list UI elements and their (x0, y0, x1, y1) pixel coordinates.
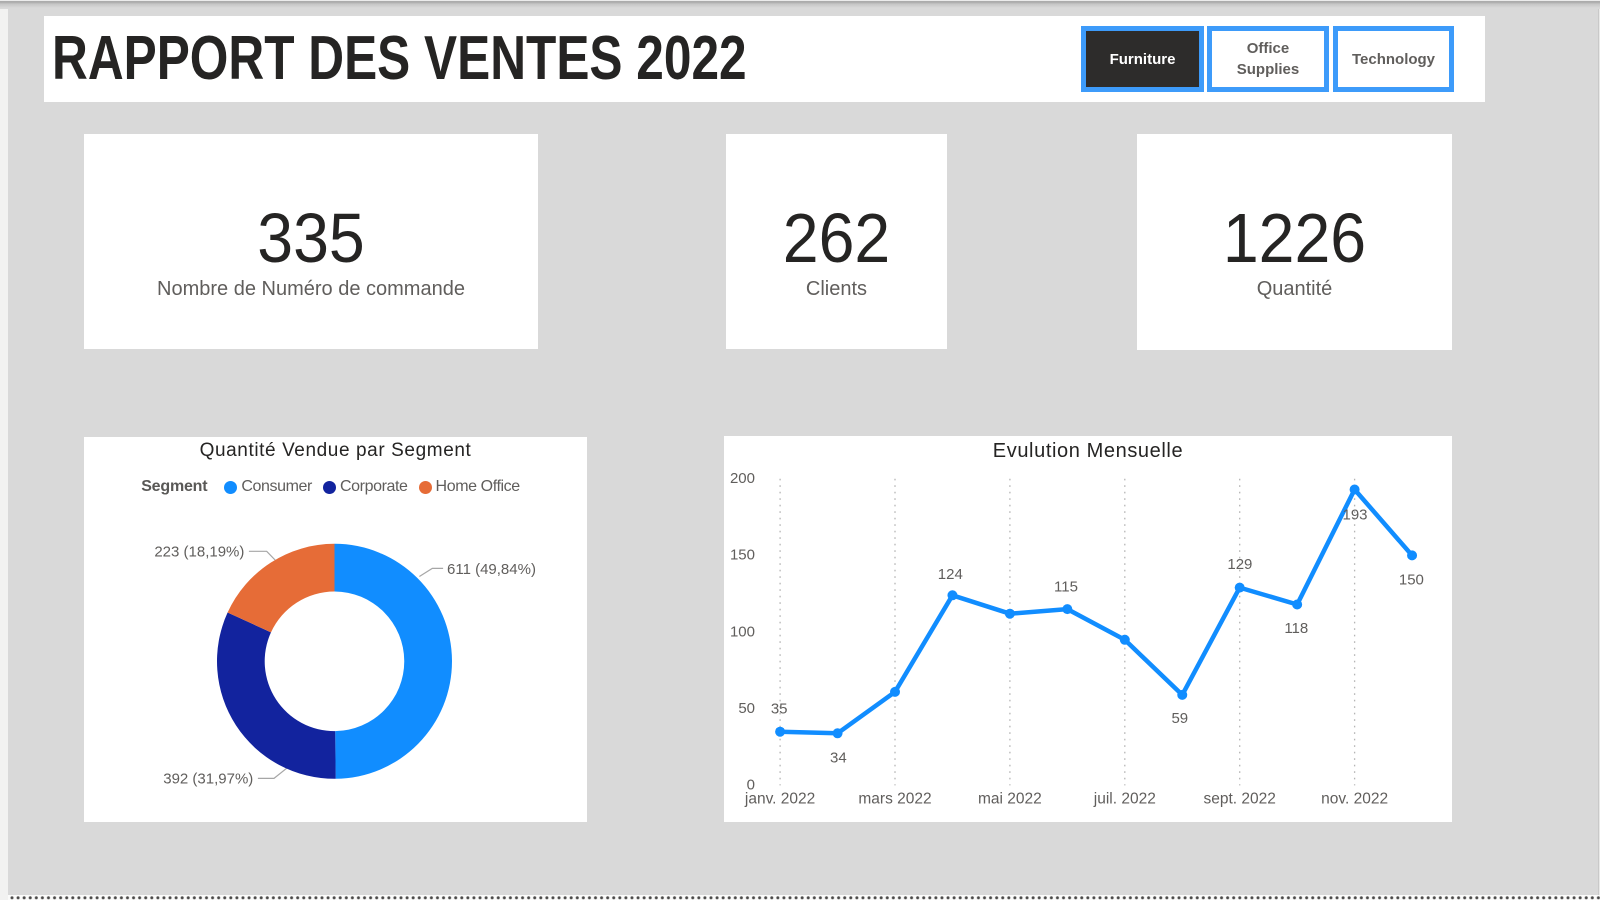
svg-text:100: 100 (730, 623, 755, 640)
svg-text:200: 200 (730, 470, 755, 487)
svg-text:nov. 2022: nov. 2022 (1321, 791, 1388, 808)
svg-text:129: 129 (1227, 556, 1252, 573)
svg-text:150: 150 (1399, 571, 1424, 588)
svg-text:392 (31,97%): 392 (31,97%) (163, 771, 253, 788)
svg-text:115: 115 (1054, 579, 1078, 596)
svg-text:611 (49,84%): 611 (49,84%) (447, 561, 536, 578)
svg-text:35: 35 (771, 700, 788, 717)
svg-text:mars 2022: mars 2022 (858, 791, 931, 808)
svg-text:janv. 2022: janv. 2022 (744, 791, 815, 808)
svg-text:150: 150 (730, 547, 755, 564)
svg-text:59: 59 (1171, 710, 1188, 727)
svg-text:0: 0 (747, 776, 755, 793)
svg-text:34: 34 (830, 749, 847, 766)
svg-text:193: 193 (1342, 507, 1367, 524)
svg-text:juil. 2022: juil. 2022 (1093, 791, 1156, 808)
svg-text:118: 118 (1284, 620, 1308, 637)
svg-text:223 (18,19%): 223 (18,19%) (154, 544, 244, 561)
svg-text:mai 2022: mai 2022 (978, 791, 1042, 808)
svg-text:124: 124 (938, 566, 963, 583)
svg-text:sept. 2022: sept. 2022 (1203, 791, 1275, 808)
svg-text:50: 50 (738, 700, 755, 717)
